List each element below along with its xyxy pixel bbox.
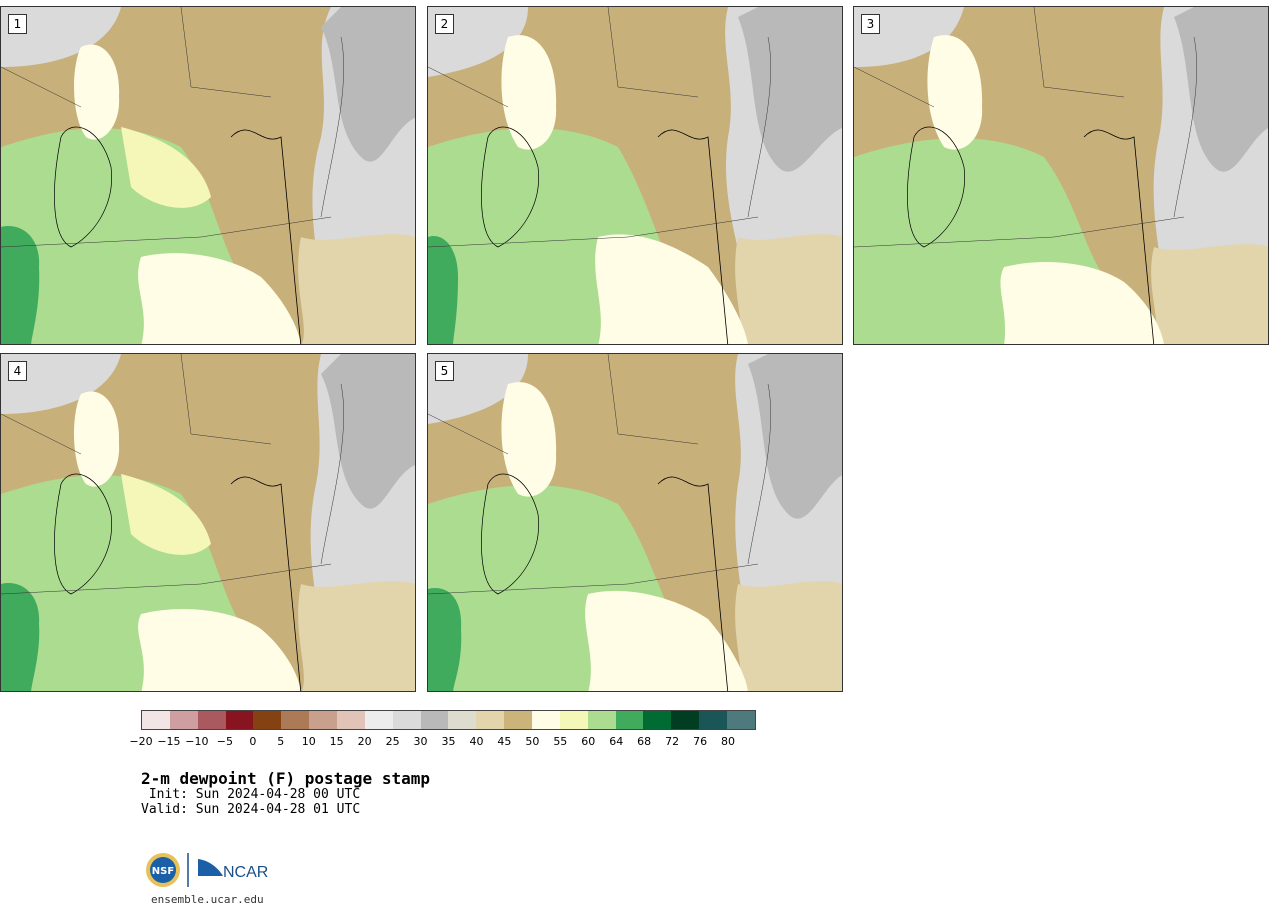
colorbar-swatch (559, 711, 588, 729)
colorbar-swatch (142, 711, 170, 729)
colorbar-tick-label: 55 (553, 735, 568, 748)
colorbar-swatch (532, 711, 560, 729)
colorbar-tick-label: 10 (301, 735, 316, 748)
colorbar-swatch (253, 711, 282, 729)
ncar-logo: NCAR (198, 859, 268, 881)
colorbar-swatch (225, 711, 254, 729)
dewpoint-map (1, 7, 415, 344)
colorbar-tick-label: −20 (129, 735, 153, 748)
member-2-map-panel: 2 (427, 6, 843, 345)
colorbar-swatch (504, 711, 533, 729)
colorbar-tick-label: 30 (413, 735, 428, 748)
dewpoint-map (854, 7, 1268, 344)
colorbar-tick-label: 45 (497, 735, 512, 748)
colorbar-tick-label: 72 (665, 735, 680, 748)
panel-number: 1 (8, 14, 27, 34)
colorbar-swatch (643, 711, 672, 729)
colorbar-tick-label: 64 (609, 735, 624, 748)
colorbar-tick-label: 40 (469, 735, 484, 748)
colorbar-tick-label: 68 (637, 735, 652, 748)
colorbar-swatch (727, 711, 755, 729)
valid-time: Valid: Sun 2024-04-28 01 UTC (141, 802, 361, 817)
colorbar (141, 710, 756, 730)
colorbar-tick-label: −10 (185, 735, 209, 748)
colorbar-ticks: −20 −15 −10 −5 0 5 10 15 20 25 30 35 40 45 50 55 60 64 68 7… (129, 735, 756, 749)
colorbar-tick-label: 25 (385, 735, 400, 748)
colorbar-swatch (337, 711, 365, 729)
colorbar-tick-label: 0 (249, 735, 257, 748)
member-4-map-panel: 4 (0, 353, 416, 692)
colorbar-swatch (281, 711, 310, 729)
colorbar-swatch (364, 711, 393, 729)
colorbar-tick-label: 15 (329, 735, 344, 748)
colorbar-tick-label: 35 (441, 735, 456, 748)
colorbar-swatch (476, 711, 505, 729)
colorbar-tick-label: 60 (581, 735, 596, 748)
colorbar-swatch (671, 711, 700, 729)
colorbar-swatch (699, 711, 728, 729)
nsf-ncar-logos: NSF NCAR (146, 853, 268, 887)
colorbar-tick-label: 50 (525, 735, 540, 748)
dewpoint-map (428, 7, 842, 344)
ncar-logo-text: NCAR (223, 864, 268, 881)
colorbar-swatch (448, 711, 477, 729)
figure-title: 2-m dewpoint (F) postage stamp (141, 769, 430, 788)
member-5-map-panel: 5 (427, 353, 843, 692)
colorbar-tick-label: 5 (277, 735, 285, 748)
member-1-map-panel: 1 (0, 6, 416, 345)
colorbar-swatch (615, 711, 644, 729)
colorbar-swatch (420, 711, 449, 729)
colorbar-swatch (587, 711, 616, 729)
member-3-map-panel: 3 (853, 6, 1269, 345)
colorbar-tick-label: −15 (157, 735, 181, 748)
colorbar-swatch (309, 711, 338, 729)
nsf-logo: NSF (146, 853, 180, 887)
colorbar-swatch (169, 711, 198, 729)
colorbar-swatch (197, 711, 226, 729)
panel-number: 3 (861, 14, 880, 34)
panel-number: 4 (8, 361, 27, 381)
colorbar-swatch (392, 711, 421, 729)
dewpoint-map (1, 354, 415, 691)
colorbar-tick-label: 20 (357, 735, 372, 748)
init-time: Init: Sun 2024-04-28 00 UTC (141, 787, 361, 802)
panel-number: 2 (435, 14, 454, 34)
dewpoint-map (428, 354, 842, 691)
site-url: ensemble.ucar.edu (151, 893, 264, 906)
colorbar-tick-label: −5 (216, 735, 233, 748)
panel-number: 5 (435, 361, 454, 381)
nsf-logo-text: NSF (152, 866, 174, 877)
colorbar-tick-label: 80 (721, 735, 736, 748)
colorbar-tick-label: 76 (693, 735, 708, 748)
